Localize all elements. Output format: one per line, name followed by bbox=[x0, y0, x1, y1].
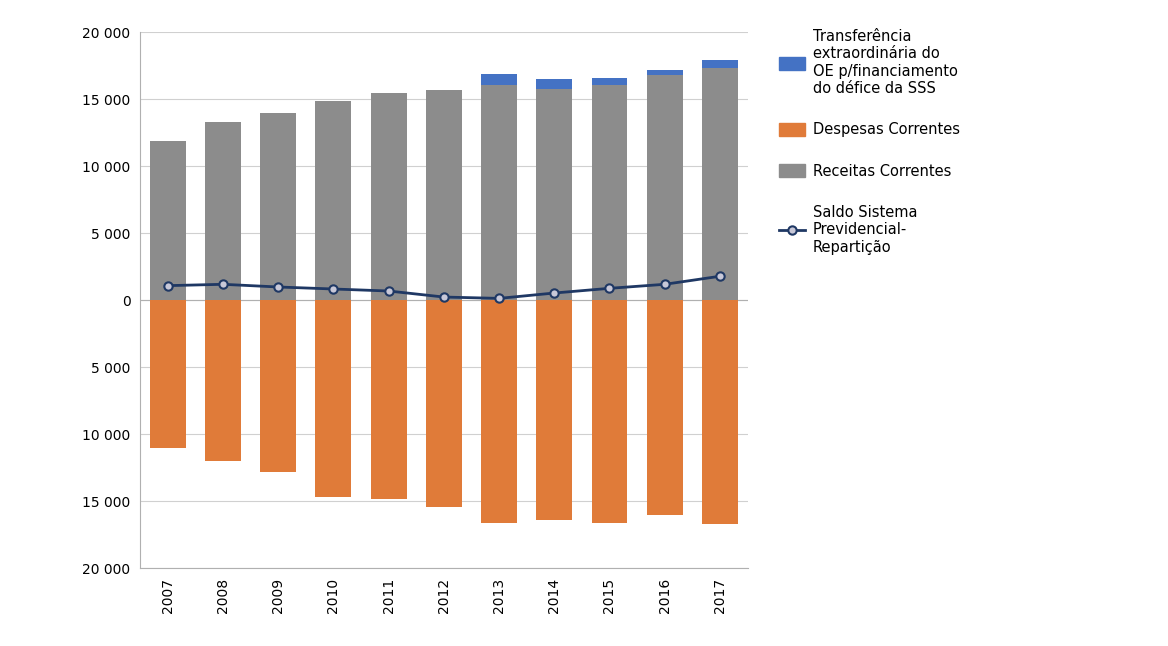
Bar bbox=[426, 90, 461, 300]
Bar bbox=[702, 61, 738, 68]
Bar bbox=[702, 300, 738, 525]
Bar bbox=[260, 300, 297, 472]
Bar bbox=[481, 300, 517, 523]
Bar bbox=[647, 75, 682, 300]
Bar bbox=[591, 300, 627, 523]
Bar bbox=[591, 85, 627, 300]
Bar bbox=[481, 85, 517, 300]
Bar bbox=[150, 300, 186, 448]
Bar bbox=[315, 300, 352, 497]
Bar bbox=[370, 300, 406, 499]
Bar bbox=[647, 300, 682, 515]
Bar bbox=[536, 79, 572, 89]
Bar bbox=[536, 300, 572, 520]
Bar bbox=[647, 70, 682, 75]
Bar bbox=[260, 113, 297, 300]
Bar bbox=[315, 101, 352, 300]
Bar bbox=[206, 300, 241, 461]
Bar bbox=[591, 78, 627, 85]
Bar bbox=[702, 68, 738, 300]
Bar bbox=[150, 141, 186, 300]
Bar bbox=[206, 122, 241, 300]
Bar bbox=[481, 74, 517, 85]
Bar bbox=[426, 300, 461, 507]
Bar bbox=[536, 89, 572, 300]
Legend: Transferência
extraordinária do
OE p/financiamento
do défice da SSS, Despesas Co: Transferência extraordinária do OE p/fin… bbox=[779, 29, 960, 255]
Bar bbox=[370, 92, 406, 300]
